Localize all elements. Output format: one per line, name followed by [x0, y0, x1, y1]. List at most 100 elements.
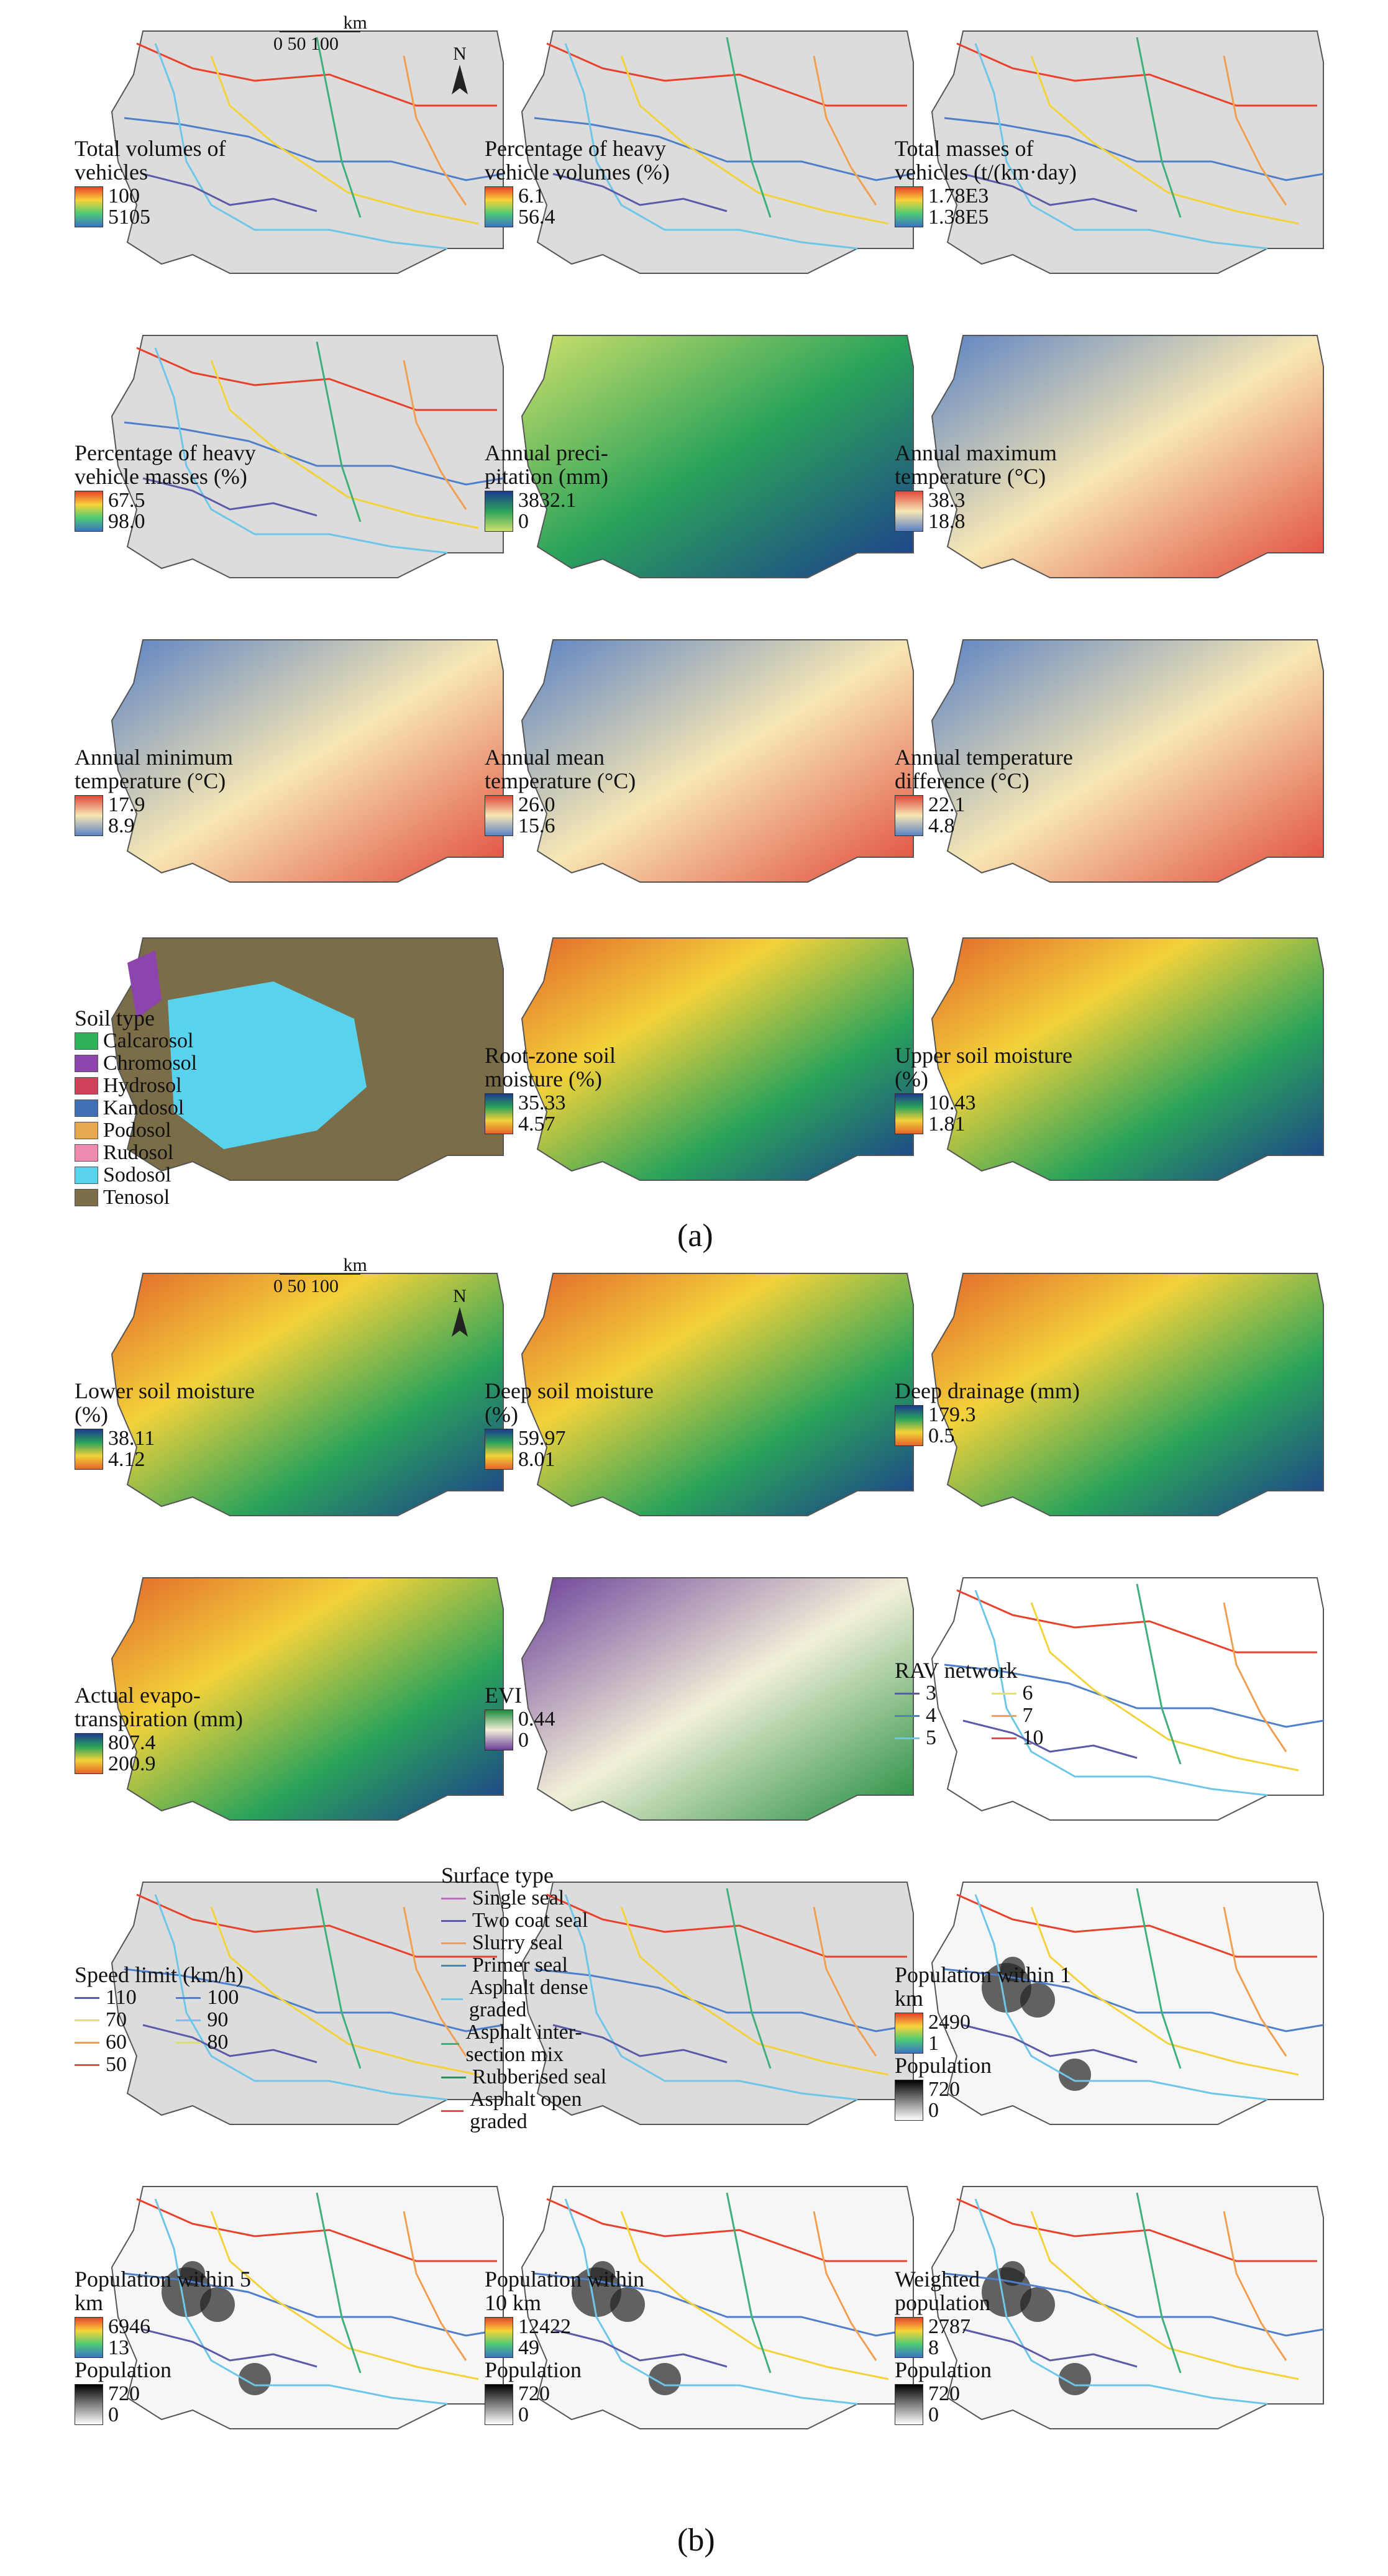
road-line	[1223, 1906, 1287, 2057]
legend-low-value: 8	[928, 2336, 939, 2359]
road-line	[1223, 2211, 1287, 2361]
road-line	[813, 55, 877, 206]
line-swatch	[441, 1897, 466, 1900]
map-root-zone-soil-moisture	[521, 937, 914, 1181]
legend-population-5km: Population within 5 km 6946 13 Population 72…	[75, 2267, 261, 2426]
legend-title: Annual mean temperature (°C)	[485, 745, 636, 793]
population-cluster	[1020, 2287, 1055, 2322]
map-evi	[521, 1577, 914, 1821]
region-outline	[521, 1882, 914, 2125]
legend-annual-precipitation: Annual preci- pitation (mm) 3832.1 0	[485, 441, 671, 532]
road-line	[1030, 55, 1299, 225]
gray-legend-title: Population	[895, 2357, 992, 2382]
colorbar	[485, 1093, 513, 1134]
road-line	[1223, 1602, 1287, 1752]
legend-low-value: 1	[928, 2032, 939, 2055]
legend-low-value: 13	[108, 2336, 129, 2359]
line-legend-item: 70	[75, 2009, 158, 2031]
line-swatch	[441, 2042, 460, 2045]
road-line	[956, 1589, 1317, 1654]
legend-high-value: 2787	[928, 2315, 970, 2338]
map-panel-heavy-vehicle-volumes: Percentage of heavy vehicle volumes (%) 6…	[478, 19, 914, 280]
grayscale-bar	[485, 2384, 513, 2425]
legend-high-value: 26.0	[518, 793, 555, 816]
map-panel-total-masses: Total masses of vehicles (t/(km·day) 1.78…	[888, 19, 1324, 280]
legend-evi: EVI 0.44 0	[485, 1683, 671, 1751]
map-population-5km	[111, 2186, 504, 2429]
legend-high-value: 67.5	[108, 489, 145, 512]
map-deep-drainage	[931, 1273, 1324, 1516]
road-line	[726, 2192, 772, 2373]
region-outline	[931, 1882, 1324, 2125]
road-line	[316, 341, 362, 522]
road-line	[136, 2198, 497, 2262]
legend-rav-network: RAV network 3 6 4 7 5 10	[895, 1659, 1081, 1749]
category-swatch	[75, 1122, 98, 1139]
map-annual-max-temp	[931, 335, 1324, 578]
gray-low-value: 0	[518, 2403, 529, 2426]
region-outline	[521, 335, 914, 578]
road-line	[1030, 1906, 1299, 2076]
legend-high-value: 22.1	[928, 793, 966, 816]
legend-population-10km: Population within 10 km 12422 49 Population…	[485, 2267, 671, 2426]
map-annual-precipitation	[521, 335, 914, 578]
colorbar	[75, 186, 103, 227]
legend-surface-type: Surface type Single seal Two coat seal Slur…	[441, 1864, 628, 2133]
map-panel-soil-type: Soil type Calcarosol Chromosol Hydrosol Kand…	[68, 926, 504, 1209]
legend-deep-soil-moisture: Deep soil moisture (%) 59.97 8.01	[485, 1379, 671, 1470]
category-item: Tenosol	[75, 1186, 261, 1209]
map-panel-annual-mean-temp: Annual mean temperature (°C) 26.0 15.6	[478, 627, 914, 888]
north-arrow: N	[450, 43, 469, 101]
region-outline	[931, 30, 1324, 274]
map-panel-deep-soil-moisture: Deep soil moisture (%) 59.97 8.01	[478, 1261, 914, 1522]
line-swatch	[176, 1996, 201, 1999]
population-cluster	[1000, 1957, 1025, 1982]
legend-title: Speed limit (km/h)	[75, 1962, 244, 1987]
legend-total-volumes: Total volumes of vehicles 100 5105	[75, 137, 261, 228]
legend-weighted-population: Weighted population 2787 8 Population 720 0	[895, 2267, 1081, 2426]
legend-deep-drainage: Deep drainage (mm) 179.3 0.5	[895, 1379, 1081, 1447]
category-item: Sodosol	[75, 1164, 261, 1186]
legend-title: Percentage of heavy vehicle volumes (%)	[485, 136, 670, 184]
legend-low-value: 8.01	[518, 1448, 555, 1471]
road-line	[154, 2198, 448, 2405]
population-cluster	[1020, 1983, 1055, 2018]
colorbar	[895, 795, 923, 836]
road-line	[956, 1893, 1317, 1958]
colorbar	[895, 2013, 923, 2054]
map-panel-upper-soil-moisture: Upper soil moisture (%) 10.43 1.81	[888, 926, 1324, 1186]
population-cluster	[649, 2363, 681, 2395]
scale-bar: 0 50 100 km	[273, 12, 367, 54]
line-legend-item: 4	[895, 1704, 974, 1727]
legend-actual-evapotranspiration: Actual evapo- transpiration (mm) 807.4 200…	[75, 1683, 261, 1775]
legend-title: Deep soil moisture (%)	[485, 1378, 654, 1427]
line-label: Asphalt open graded	[470, 2088, 582, 2133]
gray-high-value: 720	[928, 2382, 960, 2405]
category-item: Chromosol	[75, 1052, 261, 1075]
legend-annual-min-temp: Annual minimum temperature (°C) 17.9 8.9	[75, 745, 261, 837]
category-item: Hydrosol	[75, 1075, 261, 1097]
map-panel-deep-drainage: Deep drainage (mm) 179.3 0.5	[888, 1261, 1324, 1522]
road-line	[620, 2211, 889, 2380]
road-line	[546, 42, 907, 107]
road-line	[316, 37, 362, 218]
line-swatch	[75, 2064, 99, 2066]
gray-high-value: 720	[928, 2078, 960, 2101]
line-legend-item: 3	[895, 1682, 974, 1704]
colorbar	[895, 2317, 923, 2358]
legend-low-value: 1.81	[928, 1113, 966, 1136]
line-legend-item: Asphalt inter- section mix	[441, 2021, 628, 2066]
colorbar	[895, 186, 923, 227]
legend-high-value: 38.3	[928, 489, 966, 512]
category-label: Podosol	[103, 1119, 171, 1142]
colorbar	[485, 1429, 513, 1470]
grayscale-bar	[895, 2384, 923, 2425]
line-swatch	[895, 1714, 920, 1717]
category-item: Podosol	[75, 1119, 261, 1142]
legend-low-value: 4.8	[928, 814, 955, 837]
road-line	[962, 2024, 1138, 2064]
line-legend-item: 90	[176, 2009, 261, 2031]
line-label: 4	[926, 1704, 936, 1727]
road-line	[552, 173, 728, 212]
region-outline	[111, 1273, 504, 1516]
